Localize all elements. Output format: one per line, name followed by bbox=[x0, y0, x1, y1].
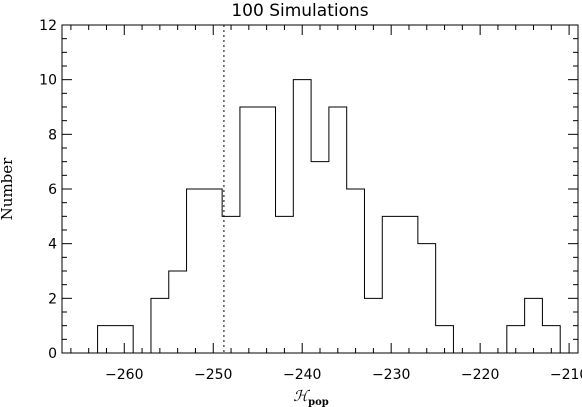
histogram-bin bbox=[418, 244, 436, 353]
x-tick-label: −220 bbox=[461, 367, 499, 383]
axis-ticks bbox=[62, 24, 578, 354]
histogram-bin bbox=[400, 216, 418, 353]
histogram-bin bbox=[347, 189, 365, 353]
histogram-bin bbox=[382, 216, 400, 353]
histogram-bin bbox=[507, 326, 525, 353]
histogram-bin bbox=[258, 107, 276, 353]
y-tick-label: 0 bbox=[48, 346, 57, 362]
histogram-bin bbox=[293, 80, 311, 353]
histogram-bin bbox=[115, 326, 133, 353]
histogram-bin bbox=[364, 298, 382, 353]
histogram-outline bbox=[97, 79, 561, 354]
histogram-bin bbox=[151, 298, 169, 353]
histogram-bin bbox=[525, 298, 543, 353]
y-tick-label: 8 bbox=[48, 127, 57, 143]
histogram-bin bbox=[276, 216, 294, 353]
y-tick-label: 6 bbox=[48, 182, 57, 198]
y-axis-label: Number bbox=[0, 157, 16, 220]
histogram-bin bbox=[169, 271, 187, 353]
chart-title: 100 Simulations bbox=[231, 1, 368, 21]
x-axis-label-main: ℋ bbox=[293, 387, 310, 405]
x-tick-label: −260 bbox=[105, 367, 143, 383]
histogram-bins bbox=[98, 80, 561, 353]
x-tick-label: −230 bbox=[372, 367, 410, 383]
histogram-bin bbox=[222, 216, 240, 353]
x-tick-label: −250 bbox=[194, 367, 232, 383]
histogram-bin bbox=[204, 189, 222, 353]
x-axis-label-subscript: pop bbox=[308, 397, 329, 407]
histogram-bin bbox=[311, 162, 329, 353]
x-axis-label: ℋpop bbox=[293, 387, 328, 407]
x-tick-label: −240 bbox=[283, 367, 321, 383]
histogram-bin bbox=[98, 326, 116, 353]
histogram-bin bbox=[329, 107, 347, 353]
histogram-bin bbox=[436, 326, 454, 353]
histogram-bin bbox=[542, 326, 560, 353]
histogram-bin bbox=[187, 189, 205, 353]
y-tick-label: 10 bbox=[39, 73, 57, 89]
y-tick-label: 12 bbox=[39, 18, 57, 34]
tick-labels: −260 −250 −240 −230 −220 −210 0 2 4 6 8 10 12 bbox=[39, 18, 582, 383]
y-tick-label: 2 bbox=[48, 291, 57, 307]
y-tick-label: 4 bbox=[48, 237, 57, 253]
histogram-bin bbox=[240, 107, 258, 353]
x-tick-label: −210 bbox=[550, 367, 582, 383]
